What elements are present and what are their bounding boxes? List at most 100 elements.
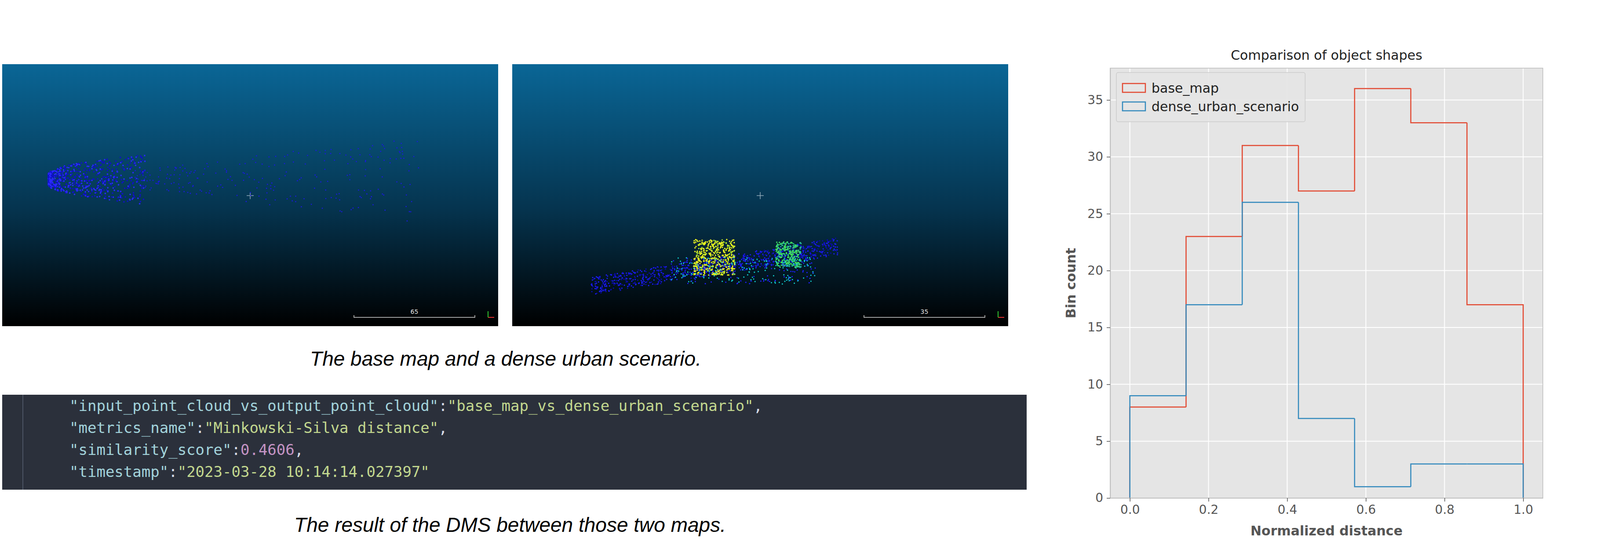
point-cloud-dot bbox=[666, 278, 668, 281]
point-cloud-dot bbox=[399, 152, 401, 154]
point-cloud-dot bbox=[815, 244, 817, 246]
point-cloud-dot bbox=[320, 181, 322, 183]
point-cloud-dot bbox=[704, 257, 707, 259]
point-cloud-dot bbox=[300, 177, 303, 179]
point-cloud-dot bbox=[643, 283, 645, 285]
point-cloud-dot bbox=[605, 289, 607, 291]
point-cloud-dot bbox=[369, 148, 371, 150]
point-cloud-dot bbox=[785, 258, 787, 260]
point-cloud-dot bbox=[136, 155, 139, 157]
point-cloud-dot bbox=[69, 187, 72, 190]
point-cloud-dot bbox=[740, 265, 743, 267]
point-cloud-dot bbox=[816, 240, 818, 243]
point-cloud-dot bbox=[81, 189, 84, 191]
point-cloud-dot bbox=[77, 170, 80, 173]
point-cloud-dot bbox=[809, 251, 811, 253]
point-cloud-dot bbox=[333, 159, 336, 161]
point-cloud-dot bbox=[625, 272, 627, 274]
point-cloud-dot bbox=[185, 171, 188, 174]
point-cloud-dot bbox=[56, 167, 59, 170]
point-cloud-dot bbox=[284, 174, 286, 177]
point-cloud-dot bbox=[84, 177, 87, 179]
point-cloud-dot bbox=[47, 181, 50, 183]
point-cloud-dot bbox=[91, 179, 93, 182]
point-cloud-dot bbox=[642, 276, 644, 279]
point-cloud-dot bbox=[741, 258, 744, 260]
point-cloud-dot bbox=[144, 160, 146, 163]
point-cloud-dot bbox=[246, 173, 248, 175]
point-cloud-dot bbox=[250, 194, 252, 197]
point-cloud-dot bbox=[113, 164, 116, 167]
point-cloud-dot bbox=[640, 280, 642, 282]
point-cloud-dot bbox=[53, 179, 56, 182]
point-cloud-dot bbox=[738, 266, 740, 269]
point-cloud-dot bbox=[669, 273, 671, 276]
point-cloud-dot bbox=[417, 167, 420, 169]
point-cloud-dot bbox=[102, 168, 104, 171]
point-cloud-dot bbox=[67, 177, 70, 179]
point-cloud-dot bbox=[110, 184, 113, 186]
point-cloud-dot bbox=[743, 259, 745, 262]
point-cloud-dot bbox=[86, 165, 89, 168]
point-cloud-dot bbox=[389, 162, 391, 164]
point-cloud-dot bbox=[703, 260, 705, 262]
point-cloud-dot bbox=[166, 173, 168, 175]
point-cloud-dot bbox=[116, 200, 119, 202]
point-cloud-dot bbox=[816, 257, 819, 259]
point-cloud-dot bbox=[137, 161, 140, 164]
point-cloud-dot bbox=[827, 251, 829, 254]
point-cloud-dot bbox=[325, 197, 327, 200]
point-cloud-dot bbox=[728, 265, 731, 267]
point-cloud-dot bbox=[273, 185, 276, 188]
point-cloud-dot bbox=[100, 169, 103, 172]
point-cloud-dot bbox=[410, 211, 412, 213]
point-cloud-dot bbox=[47, 173, 50, 175]
point-cloud-dot bbox=[601, 284, 603, 286]
point-cloud-dot bbox=[656, 277, 659, 280]
point-cloud-dot bbox=[652, 267, 655, 269]
point-cloud-dot bbox=[596, 276, 598, 279]
point-cloud-dot bbox=[97, 172, 100, 175]
point-cloud-dot bbox=[719, 271, 721, 274]
point-cloud-dot bbox=[63, 178, 66, 181]
point-cloud-dot bbox=[408, 170, 410, 172]
point-cloud-dot bbox=[709, 258, 711, 260]
point-cloud-dot bbox=[111, 168, 114, 171]
point-cloud-dot bbox=[145, 176, 147, 178]
point-cloud-dot bbox=[126, 179, 128, 182]
point-cloud-dot bbox=[604, 284, 606, 286]
point-cloud-dot bbox=[696, 274, 699, 277]
point-cloud-dot bbox=[96, 160, 99, 163]
point-cloud-dot bbox=[57, 185, 59, 187]
point-cloud-dot bbox=[641, 280, 643, 283]
point-cloud-dot bbox=[338, 199, 341, 201]
point-cloud-dot bbox=[204, 168, 206, 170]
point-cloud-dot bbox=[725, 271, 728, 274]
point-cloud-dot bbox=[682, 262, 685, 264]
point-cloud-dot bbox=[51, 184, 54, 186]
point-cloud-dot bbox=[834, 246, 836, 248]
point-cloud-dot bbox=[625, 279, 627, 281]
point-cloud-dot bbox=[383, 148, 386, 150]
point-cloud-dot bbox=[135, 181, 138, 183]
point-cloud-dot bbox=[128, 186, 131, 189]
point-cloud-dot bbox=[120, 160, 123, 163]
point-cloud-dot bbox=[822, 245, 824, 247]
point-cloud-dot bbox=[382, 194, 385, 196]
point-cloud-dot bbox=[717, 266, 719, 268]
point-cloud-dot bbox=[207, 166, 209, 168]
point-cloud-dot bbox=[129, 199, 132, 201]
point-cloud-dot bbox=[287, 154, 289, 156]
point-cloud-dot bbox=[400, 142, 402, 145]
point-cloud-dot bbox=[597, 281, 600, 283]
point-cloud-dot bbox=[298, 152, 300, 154]
axis-icon-y bbox=[487, 311, 489, 318]
point-cloud-dot bbox=[54, 177, 56, 180]
point-cloud-dot bbox=[146, 180, 148, 182]
point-cloud-dot bbox=[330, 153, 332, 155]
point-cloud-dot bbox=[812, 254, 814, 256]
point-cloud-dot bbox=[760, 262, 762, 265]
crosshair bbox=[246, 192, 254, 200]
point-cloud-dot bbox=[170, 182, 172, 185]
point-cloud-dot bbox=[617, 276, 619, 278]
